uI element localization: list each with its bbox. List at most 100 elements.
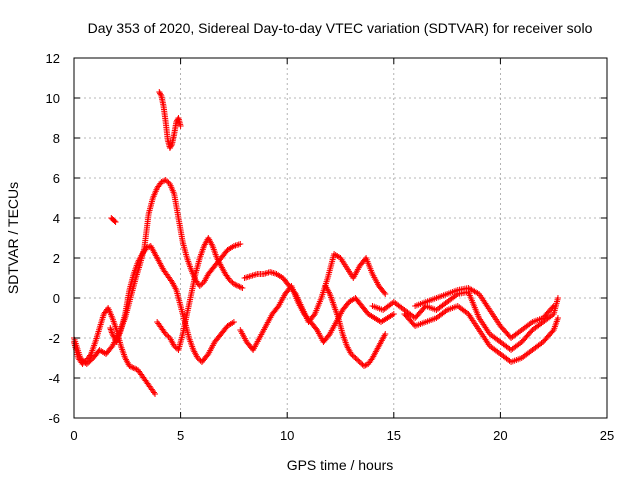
data-point bbox=[130, 365, 137, 371]
data-point bbox=[80, 359, 87, 366]
y-tick-label: 4 bbox=[53, 211, 60, 226]
axis-ticks bbox=[73, 57, 608, 419]
data-point bbox=[230, 319, 237, 325]
data-point bbox=[194, 355, 201, 361]
data-point bbox=[132, 365, 139, 372]
data-point bbox=[166, 145, 173, 151]
x-tick-labels: 0 5 10 15 20 25 bbox=[70, 428, 614, 443]
data-point bbox=[236, 283, 243, 290]
data-point bbox=[291, 289, 298, 296]
data-point bbox=[239, 285, 246, 291]
x-tick-label: 15 bbox=[387, 428, 401, 443]
data-point bbox=[196, 283, 203, 289]
x-tick-label: 5 bbox=[177, 428, 184, 443]
series-trace-9 bbox=[369, 289, 561, 353]
data-point bbox=[352, 355, 359, 361]
y-tick-label: -4 bbox=[48, 371, 60, 386]
data-point bbox=[349, 352, 356, 359]
data-point bbox=[152, 391, 159, 397]
data-point bbox=[226, 277, 233, 283]
x-tick-label: 25 bbox=[600, 428, 614, 443]
series-trace-10 bbox=[401, 303, 561, 365]
data-point bbox=[238, 284, 245, 291]
data-point bbox=[228, 278, 235, 285]
data-point bbox=[348, 351, 355, 357]
data-point bbox=[312, 325, 319, 332]
data-point bbox=[325, 332, 332, 339]
data-point bbox=[168, 142, 175, 149]
data-point bbox=[162, 177, 169, 183]
data-point bbox=[274, 304, 281, 311]
data-point bbox=[108, 344, 115, 351]
series-trace-8 bbox=[322, 283, 389, 369]
data-point bbox=[161, 177, 168, 184]
series-trace-5 bbox=[154, 235, 246, 353]
data-point bbox=[143, 245, 150, 251]
x-tick-label: 0 bbox=[70, 428, 77, 443]
plot-frame bbox=[73, 57, 608, 419]
data-markers bbox=[71, 89, 561, 397]
data-point bbox=[164, 178, 171, 185]
data-point bbox=[156, 89, 163, 95]
data-point bbox=[126, 363, 133, 369]
data-point bbox=[198, 281, 205, 288]
data-point bbox=[550, 303, 557, 309]
data-point bbox=[237, 241, 244, 247]
data-point bbox=[549, 304, 556, 311]
data-point bbox=[362, 362, 369, 369]
data-point bbox=[167, 143, 174, 150]
data-point bbox=[390, 311, 397, 317]
y-tick-label: 8 bbox=[53, 131, 60, 146]
series-trace-11 bbox=[412, 285, 557, 341]
chart-title: Day 353 of 2020, Sidereal Day-to-day VTE… bbox=[88, 20, 593, 36]
data-point bbox=[162, 331, 169, 337]
data-point bbox=[381, 289, 388, 296]
data-point bbox=[110, 332, 117, 339]
data-point bbox=[235, 283, 242, 289]
y-tick-labels: -6 -4 -2 0 2 4 6 8 10 12 bbox=[46, 51, 60, 426]
data-point bbox=[310, 312, 317, 319]
data-point bbox=[382, 291, 389, 297]
data-point bbox=[554, 295, 561, 301]
data-point bbox=[111, 218, 118, 224]
data-point bbox=[204, 352, 211, 359]
series-trace-7 bbox=[241, 251, 389, 325]
data-point bbox=[156, 90, 163, 97]
data-point bbox=[172, 344, 179, 351]
series-trace-3 bbox=[156, 89, 184, 151]
data-point bbox=[157, 91, 164, 98]
y-axis-label: SDTVAR / TECUs bbox=[5, 182, 21, 294]
data-point bbox=[158, 179, 165, 185]
x-tick-label: 10 bbox=[280, 428, 294, 443]
data-point bbox=[382, 331, 389, 337]
data-point bbox=[353, 356, 360, 363]
data-point bbox=[356, 359, 363, 365]
data-point bbox=[112, 219, 119, 225]
y-tick-label: 10 bbox=[46, 91, 60, 106]
y-tick-label: -6 bbox=[48, 411, 60, 426]
data-point bbox=[360, 363, 367, 369]
x-axis-label: GPS time / hours bbox=[287, 457, 394, 473]
data-point bbox=[358, 360, 365, 367]
data-point bbox=[129, 364, 136, 371]
data-point bbox=[127, 363, 134, 370]
data-point bbox=[177, 123, 184, 129]
data-point bbox=[171, 343, 178, 349]
series-trace-12 bbox=[108, 215, 119, 225]
data-point bbox=[351, 353, 358, 360]
y-tick-label: 6 bbox=[53, 171, 60, 186]
data-point bbox=[554, 315, 561, 321]
data-point bbox=[230, 281, 237, 287]
x-tick-label: 20 bbox=[493, 428, 507, 443]
y-tick-label: 0 bbox=[53, 291, 60, 306]
data-point bbox=[549, 328, 556, 335]
data-point bbox=[109, 331, 116, 337]
data-point bbox=[164, 332, 171, 339]
data-point bbox=[355, 357, 362, 364]
y-tick-label: 12 bbox=[46, 51, 60, 66]
y-tick-label: 2 bbox=[53, 251, 60, 266]
data-point bbox=[233, 282, 240, 289]
y-tick-label: -2 bbox=[48, 331, 60, 346]
